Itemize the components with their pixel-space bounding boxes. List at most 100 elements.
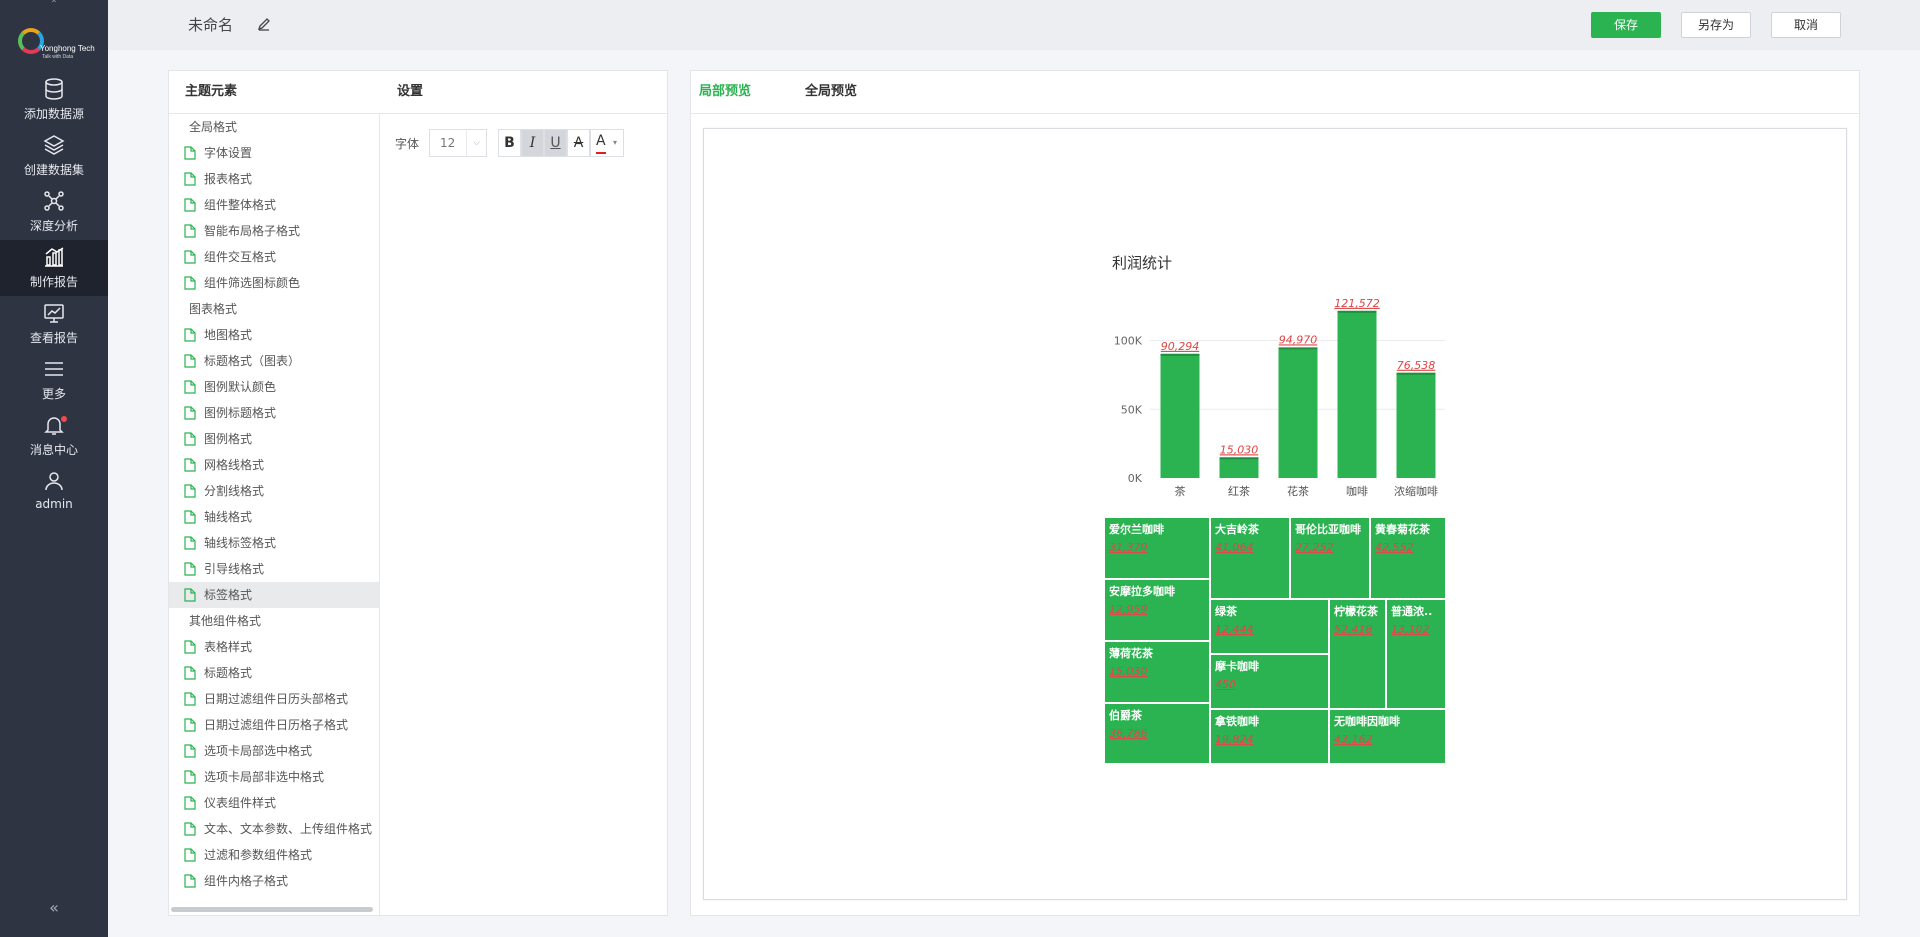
treemap-cell[interactable]: 薄荷花茶 15,030	[1104, 641, 1210, 703]
nav-more[interactable]: 更多	[0, 352, 108, 408]
file-icon	[184, 666, 196, 680]
tree-item[interactable]: 日期过滤组件日历格子格式	[169, 712, 379, 738]
logo-ring-icon	[18, 28, 44, 54]
italic-button[interactable]: I	[521, 129, 544, 157]
collapse-sidebar-icon[interactable]: «	[49, 898, 59, 917]
nav-label: 消息中心	[29, 443, 78, 457]
treemap-cell[interactable]: 爱尔兰咖啡 31,370	[1104, 517, 1210, 579]
bar-top-edge	[1160, 353, 1200, 356]
tree-item[interactable]: 分割线格式	[169, 478, 379, 504]
file-icon	[184, 562, 196, 576]
x-tick-label: 花茶	[1287, 485, 1309, 498]
x-tick-label: 浓缩咖啡	[1394, 484, 1438, 498]
font-size-select[interactable]: 12 ⌵	[429, 129, 487, 157]
tree-item[interactable]: 报表格式	[169, 166, 379, 192]
tree-item[interactable]: 标签格式	[169, 582, 379, 608]
treemap-cell[interactable]: 摩卡咖啡 450	[1210, 654, 1329, 709]
nav-message-center[interactable]: 消息中心	[0, 408, 108, 464]
tree-item[interactable]: 选项卡局部选中格式	[169, 738, 379, 764]
tree-item[interactable]: 日期过滤组件日历头部格式	[169, 686, 379, 712]
tree-item[interactable]: 组件筛选图标颜色	[169, 270, 379, 296]
treemap-cell-name: 安摩拉多咖啡	[1109, 585, 1175, 598]
treemap-cell[interactable]: 安摩拉多咖啡 12,959	[1104, 579, 1210, 641]
treemap-cell[interactable]: 黄春菊花茶 42,552	[1370, 517, 1446, 599]
font-color-button[interactable]: A ▾	[590, 129, 624, 157]
tree-item[interactable]: 字体设置	[169, 140, 379, 166]
file-icon	[184, 224, 196, 238]
tree-item[interactable]: 地图格式	[169, 322, 379, 348]
file-icon	[184, 198, 196, 212]
save-as-button[interactable]: 另存为	[1681, 12, 1751, 38]
tree-item[interactable]: 图例格式	[169, 426, 379, 452]
treemap-cell[interactable]: 绿茶 12,444	[1210, 599, 1329, 654]
tree-item[interactable]: 图例默认颜色	[169, 374, 379, 400]
strikethrough-button[interactable]: A	[567, 129, 590, 157]
report-title: 未命名	[188, 16, 234, 34]
treemap-cell-name: 无咖啡因咖啡	[1334, 715, 1400, 728]
tree-group[interactable]: 图表格式	[169, 296, 379, 322]
bar	[1278, 347, 1318, 478]
nav-add-datasource[interactable]: 添加数据源	[0, 72, 108, 128]
tab-global-preview[interactable]: 全局预览	[805, 84, 858, 99]
cancel-button[interactable]: 取消	[1771, 12, 1841, 38]
treemap-cell[interactable]: 普通浓.. 13,102	[1386, 599, 1446, 709]
tree-item[interactable]: 智能布局格子格式	[169, 218, 379, 244]
save-button[interactable]: 保存	[1591, 12, 1661, 38]
nav-admin[interactable]: admin	[0, 464, 108, 520]
tree-item[interactable]: 选项卡局部非选中格式	[169, 764, 379, 790]
tree-item[interactable]: 组件内格子格式	[169, 868, 379, 894]
nav-view-report[interactable]: 查看报告	[0, 296, 108, 352]
tree-item[interactable]: 组件整体格式	[169, 192, 379, 218]
font-color-glyph: A	[596, 130, 606, 154]
horizontal-scrollbar[interactable]	[171, 907, 373, 912]
nav-create-dataset[interactable]: 创建数据集	[0, 128, 108, 184]
file-icon	[184, 744, 196, 758]
treemap-cell-value: 12,959	[1109, 603, 1148, 616]
bar-top-edge	[1337, 310, 1377, 313]
chevron-up-icon[interactable]: ⌃	[49, 0, 59, 10]
nav-deep-analysis[interactable]: 深度分析	[0, 184, 108, 240]
treemap-cell-name: 哥伦比亚咖啡	[1295, 523, 1361, 536]
treemap-cell[interactable]: 大吉岭茶 41,064	[1210, 517, 1290, 599]
treemap-cell[interactable]: 无咖啡因咖啡 43,162	[1329, 709, 1446, 764]
tree-item[interactable]: 表格样式	[169, 634, 379, 660]
treemap-cell[interactable]: 哥伦比亚咖啡 27,252	[1290, 517, 1370, 599]
tree-item-label: 全局格式	[189, 120, 238, 134]
treemap-cell[interactable]: 柠檬花茶 52,418	[1329, 599, 1386, 709]
tree-item[interactable]: 引导线格式	[169, 556, 379, 582]
nav-make-report[interactable]: 制作报告	[0, 240, 108, 296]
tree-item[interactable]: 标题格式	[169, 660, 379, 686]
bold-button[interactable]: B	[498, 129, 521, 157]
tree-item[interactable]: 轴线格式	[169, 504, 379, 530]
file-icon	[184, 692, 196, 706]
tree-item[interactable]: 轴线标签格式	[169, 530, 379, 556]
tree-item-label: 轴线格式	[204, 510, 253, 524]
tree-item[interactable]: 标题格式（图表）	[169, 348, 379, 374]
tree-item[interactable]: 仪表组件样式	[169, 790, 379, 816]
treemap-cell-value: 15,030	[1109, 665, 1148, 678]
tree-item[interactable]: 过滤和参数组件格式	[169, 842, 379, 868]
bar	[1396, 372, 1436, 478]
underline-button[interactable]: U	[544, 129, 567, 157]
column-divider	[379, 114, 380, 916]
treemap-cell-name: 拿铁咖啡	[1215, 715, 1259, 728]
tree-item[interactable]: 文本、文本参数、上传组件格式	[169, 816, 379, 842]
y-tick-label: 50K	[1121, 403, 1143, 416]
treemap-cell[interactable]: 伯爵茶 36,786	[1104, 703, 1210, 764]
tree-group[interactable]: 其他组件格式	[169, 608, 379, 634]
file-icon	[184, 484, 196, 498]
file-icon	[184, 380, 196, 394]
edit-pencil-icon[interactable]	[256, 16, 272, 32]
tree-item[interactable]: 组件交互格式	[169, 244, 379, 270]
font-size-value: 12	[440, 136, 456, 150]
sidebar: ⌃ Yonghong Tech Talk with Data 添加数据源 创建数…	[0, 0, 108, 937]
tree-item[interactable]: 网格线格式	[169, 452, 379, 478]
tree-group[interactable]: 全局格式	[169, 114, 379, 140]
nav-label: admin	[35, 497, 73, 511]
treemap-cell[interactable]: 拿铁咖啡 19,824	[1210, 709, 1329, 764]
file-icon	[184, 432, 196, 446]
file-icon	[184, 172, 196, 186]
tab-local-preview[interactable]: 局部预览	[699, 84, 752, 99]
tree-item[interactable]: 图例标题格式	[169, 400, 379, 426]
file-icon	[184, 354, 196, 368]
